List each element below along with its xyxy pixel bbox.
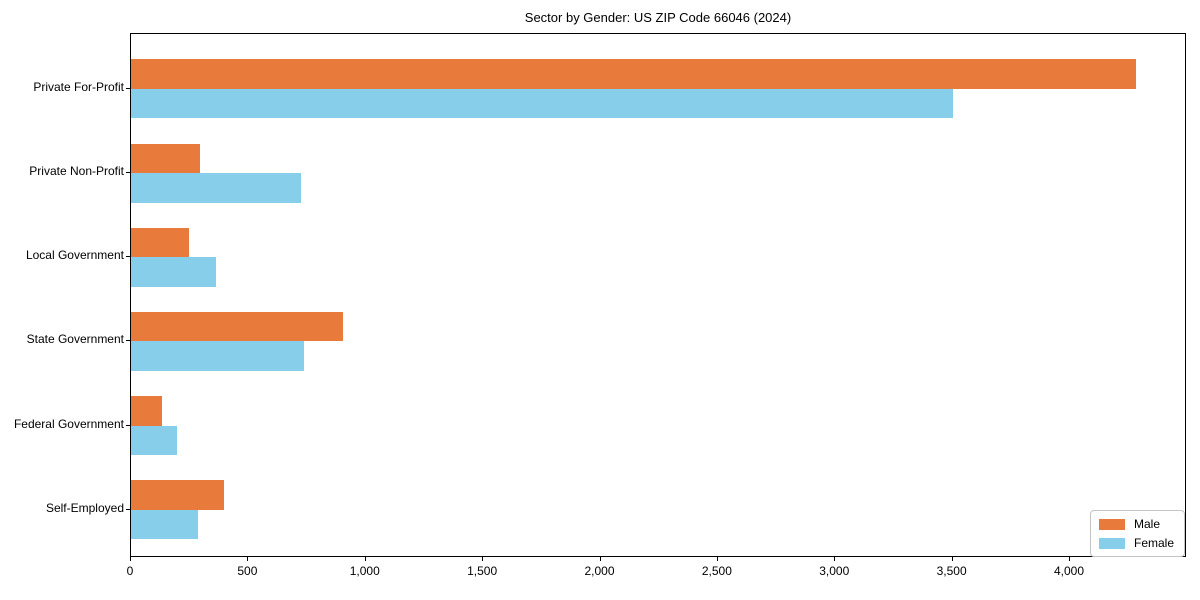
x-axis-tick-label: 2,000 — [584, 564, 615, 578]
bar-male-self-employed — [131, 480, 224, 510]
x-axis-tick-label: 3,000 — [819, 564, 850, 578]
bar-female-private-non-profit — [131, 173, 302, 203]
bar-female-federal-government — [131, 425, 177, 456]
y-axis-tick — [126, 87, 130, 89]
x-axis-tick-label: 4,000 — [1054, 564, 1085, 578]
legend-label-male: Male — [1134, 517, 1161, 531]
x-axis-tick — [834, 557, 836, 561]
x-axis-tick-label: 1,000 — [349, 564, 380, 578]
x-axis-tick-label: 500 — [237, 564, 258, 578]
x-axis-tick-label: 0 — [126, 564, 134, 578]
y-axis-label-federal-government: Federal Government — [13, 416, 124, 431]
x-axis-tick-label: 3,500 — [936, 564, 967, 578]
y-axis-tick — [126, 340, 130, 342]
x-axis-tick-label: 2,500 — [701, 564, 732, 578]
bar-male-state-government — [131, 311, 344, 342]
plot-area — [130, 33, 1186, 557]
y-axis-label-private-for-profit: Private For-Profit — [33, 79, 124, 94]
bar-male-private-non-profit — [131, 143, 201, 173]
y-axis-label-private-non-profit: Private Non-Profit — [29, 164, 124, 178]
chart-title: Sector by Gender: US ZIP Code 66046 (202… — [524, 10, 792, 25]
bar-female-state-government — [131, 341, 304, 371]
y-axis-tick — [126, 256, 130, 258]
bar-male-federal-government — [131, 396, 162, 426]
bar-female-local-government — [131, 257, 216, 287]
bar-female-private-for-profit — [131, 88, 953, 119]
x-axis-tick — [130, 557, 131, 561]
y-axis-label-self-employed: Self-Employed — [45, 500, 124, 515]
bar-male-local-government — [131, 227, 189, 258]
x-axis-tick — [482, 557, 484, 561]
y-axis-label-local-government: Local Government — [25, 248, 124, 263]
bar-female-self-employed — [131, 509, 198, 540]
legend: Male Female — [1090, 510, 1186, 557]
y-axis-tick — [126, 508, 130, 510]
x-axis-tick-label: 1,500 — [467, 564, 498, 578]
x-axis-tick — [599, 557, 601, 561]
x-axis-tick — [951, 557, 953, 561]
legend-label-female: Female — [1134, 536, 1175, 550]
y-axis-label-state-government: State Government — [26, 332, 124, 347]
y-axis-tick — [126, 424, 130, 426]
bar-male-private-for-profit — [131, 59, 1136, 89]
y-axis-tick — [126, 172, 130, 173]
legend-entry-male: Male — [1099, 517, 1174, 531]
x-axis-tick — [716, 557, 718, 561]
legend-swatch-female — [1099, 537, 1125, 549]
x-axis-tick — [364, 557, 366, 561]
legend-swatch-male — [1099, 518, 1125, 530]
x-axis-tick — [247, 557, 249, 561]
x-axis-tick — [1069, 557, 1071, 561]
legend-entry-female: Female — [1099, 536, 1174, 550]
